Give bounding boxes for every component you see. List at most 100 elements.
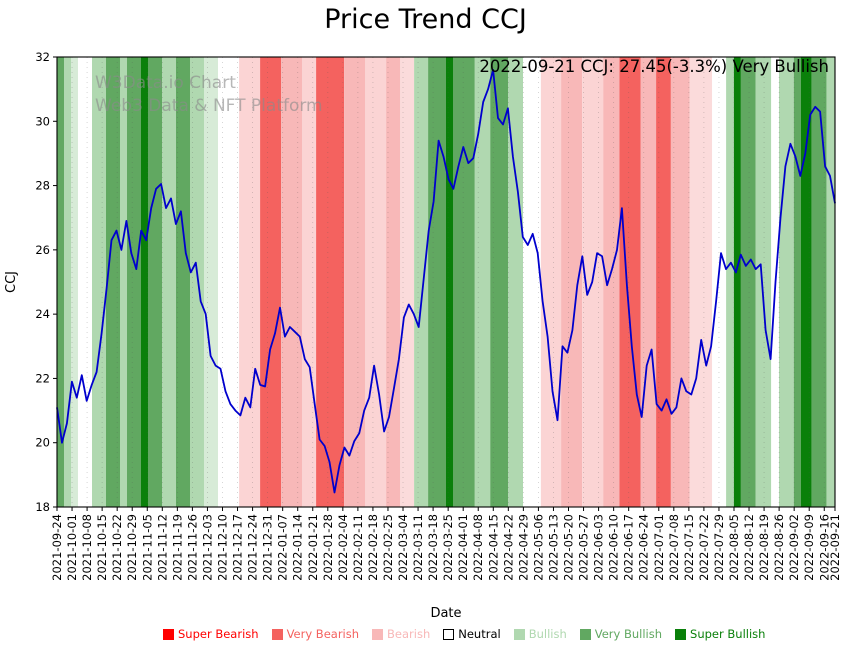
sentiment-band-bearish — [561, 57, 583, 507]
x-tick-label: 2021-11-05 — [140, 514, 154, 581]
sentiment-band-super_bullish — [446, 57, 453, 507]
sentiment-band-very_bullish — [127, 57, 141, 507]
sentiment-band-bullish — [64, 57, 71, 507]
x-tick-label: 2021-09-24 — [50, 514, 64, 581]
x-tick-label: 2022-01-28 — [321, 514, 335, 581]
x-tick-label: 2021-12-17 — [231, 514, 245, 581]
y-tick-label: 26 — [35, 243, 50, 257]
price-line — [56, 69, 836, 494]
watermark-line2: Web3 Data & NFT Platform — [95, 96, 323, 116]
legend-label: Bullish — [528, 627, 567, 641]
x-tick-label: 2022-01-14 — [291, 514, 305, 581]
legend-item: Very Bullish — [579, 627, 663, 641]
legend-swatch — [443, 628, 455, 640]
x-tick-label: 2021-12-10 — [215, 514, 229, 581]
sentiment-band-bullish — [474, 57, 491, 507]
sentiment-band-bearish — [603, 57, 620, 507]
x-tick-label: 2022-05-13 — [546, 514, 560, 581]
sentiment-band-neutral — [218, 57, 239, 507]
x-tick-label: 2022-07-15 — [682, 514, 696, 581]
y-axis-label: CCJ — [4, 271, 19, 293]
y-tick-label: 28 — [35, 179, 50, 193]
sentiment-band-bullish — [162, 57, 176, 507]
x-tick-label: 2022-02-18 — [366, 514, 380, 581]
legend-label: Neutral — [458, 627, 501, 641]
sentiment-band-super_bullish — [800, 57, 812, 507]
sentiment-band-bullish — [190, 57, 204, 507]
sentiment-band-neutral — [523, 57, 541, 507]
x-tick-label: 2022-04-29 — [516, 514, 530, 581]
axes-layer: 2021-09-24 2021-10-01 2021-10-08 2021-10-15… — [35, 50, 842, 581]
annotation-last-price: 2022-09-21 CCJ: 27.45(-3.3%) Very Bullis… — [479, 57, 829, 76]
x-tick-label: 2022-07-01 — [652, 514, 666, 581]
sentiment-band-very_bullish — [148, 57, 162, 507]
sentiment-band-very_bearish — [260, 57, 282, 507]
x-tick-label: 2022-05-06 — [531, 514, 545, 581]
plot-layer — [56, 57, 836, 507]
legend-label: Bearish — [387, 627, 431, 641]
legend-item: Bullish — [513, 627, 567, 641]
y-tick-label: 18 — [35, 500, 50, 514]
sentiment-band-bearish — [302, 57, 317, 507]
sentiment-band-very_bullish — [740, 57, 756, 507]
y-tick-label: 22 — [35, 371, 50, 385]
x-tick-label: 2022-06-10 — [607, 514, 621, 581]
legend-item: Neutral — [443, 627, 501, 641]
sentiment-band-bearish — [689, 57, 713, 507]
x-tick-label: 2022-02-04 — [336, 514, 350, 581]
sentiment-band-bullish — [755, 57, 772, 507]
chart-title: Price Trend CCJ — [324, 4, 527, 35]
sentiment-band-very_bullish — [793, 57, 801, 507]
x-tick-label: 2021-10-29 — [125, 514, 139, 581]
x-tick-label: 2022-04-08 — [471, 514, 485, 581]
x-tick-label: 2022-03-11 — [411, 514, 425, 581]
sentiment-band-super_bullish — [141, 57, 148, 507]
x-tick-label: 2022-03-18 — [426, 514, 440, 581]
sentiment-band-very_bearish — [316, 57, 345, 507]
x-tick-label: 2021-10-08 — [80, 514, 94, 581]
x-tick-label: 2022-09-21 — [828, 514, 842, 581]
sentiment-band-very_bearish — [619, 57, 641, 507]
x-tick-label: 2022-04-22 — [501, 514, 515, 581]
x-tick-label: 2022-02-11 — [351, 514, 365, 581]
sentiment-band-very_bearish — [656, 57, 671, 507]
x-tick-label: 2022-06-24 — [637, 514, 651, 581]
legend-swatch — [372, 628, 384, 640]
x-tick-label: 2022-09-09 — [802, 514, 816, 581]
sentiment-band-very_bullish — [453, 57, 475, 507]
sentiment-band-bearish — [640, 57, 657, 507]
x-tick-label: 2021-11-26 — [185, 514, 199, 581]
sentiment-band-bearish — [670, 57, 690, 507]
sentiment-band-super_bullish — [733, 57, 741, 507]
legend-swatch — [675, 628, 687, 640]
sentiment-band-bearish — [540, 57, 562, 507]
legend-item: Super Bearish — [163, 627, 259, 641]
x-tick-label: 2022-07-29 — [712, 514, 726, 581]
x-tick-label: 2021-12-03 — [200, 514, 214, 581]
y-tick-label: 24 — [35, 307, 50, 321]
legend-label: Very Bullish — [594, 627, 663, 641]
x-tick-label: 2021-10-01 — [65, 514, 79, 581]
x-tick-label: 2021-12-31 — [261, 514, 275, 581]
legend: Super Bearish Very Bearish Bearish Neutral B… — [163, 627, 765, 641]
x-tick-label: 2022-07-08 — [667, 514, 681, 581]
sentiment-band-bearish — [281, 57, 303, 507]
x-tick-label: 2022-02-25 — [381, 514, 395, 581]
sentiment-band-bullish — [826, 57, 835, 507]
plot-border — [56, 56, 836, 508]
sentiment-band-bearish — [239, 57, 261, 507]
legend-swatch — [579, 628, 591, 640]
sentiment-band-bullish — [120, 57, 127, 507]
x-tick-label: 2022-04-01 — [456, 514, 470, 581]
sentiment-band-neutral — [78, 57, 92, 507]
sentiment-band-very_bullish — [811, 57, 827, 507]
x-tick-label: 2021-11-19 — [170, 514, 184, 581]
x-tick-label: 2022-05-20 — [562, 514, 576, 581]
legend-item: Very Bearish — [271, 627, 360, 641]
legend-label: Very Bearish — [286, 627, 360, 641]
sentiment-band-bullish — [726, 57, 734, 507]
x-tick-label: 2022-08-19 — [757, 514, 771, 581]
watermark-line1: W3Data.io Chart — [95, 73, 236, 93]
